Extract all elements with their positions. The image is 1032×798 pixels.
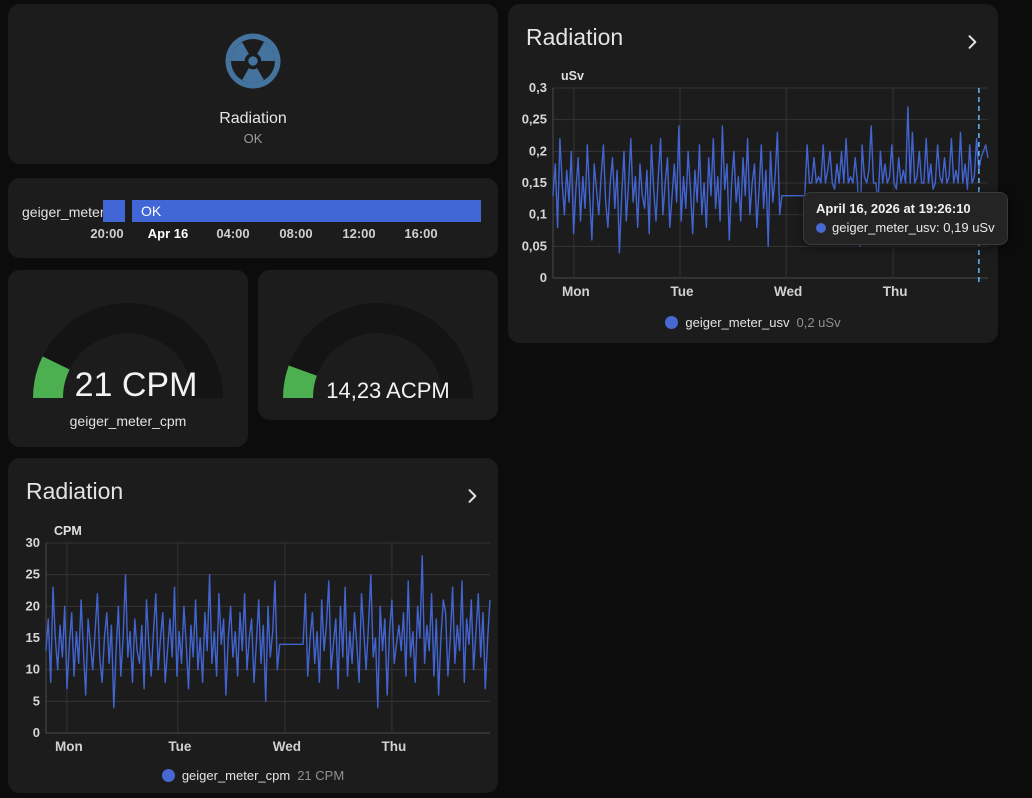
svg-text:0,05: 0,05 [522, 238, 547, 253]
chart-title: Radiation [526, 24, 624, 50]
legend-dot [665, 316, 679, 329]
chart-svg: 0 0,05 0,1 0,15 0,2 0,25 0,3 Mon Tue Wed Thu uSv [522, 69, 989, 299]
svg-text:25: 25 [26, 567, 40, 582]
svg-text:0,25: 0,25 [522, 112, 547, 127]
svg-text:Mon: Mon [55, 739, 83, 754]
chart-svg: 0 5 10 15 20 25 30 Mon Tue Wed Thu CPM [26, 524, 491, 754]
svg-text:0: 0 [540, 270, 547, 285]
radiation-entity-card[interactable]: Radiation OK [8, 4, 498, 164]
radiation-usv-chart-card[interactable]: Radiation 0 0,05 0,1 0,15 0,2 0,25 0,3 Mon Tue We… [508, 4, 1008, 343]
timeline-state-label: OK [141, 203, 162, 219]
gauge-fill [32, 356, 70, 399]
timeline-segment[interactable]: OK [132, 200, 481, 222]
gauge-track [283, 303, 473, 399]
legend-series-name[interactable]: geiger_meter_cpm [181, 768, 291, 783]
svg-text:CPM: CPM [54, 524, 82, 538]
timeline-tick-label: 16:00 [404, 226, 438, 241]
gauge-card-acpm[interactable]: 14,23 ACPM [258, 270, 498, 420]
gauge-value: 14,23 ACPM [326, 378, 450, 403]
chevron-right-icon[interactable] [962, 32, 982, 52]
legend-current-value: 0,2 uSv [796, 315, 841, 330]
svg-text:0,2: 0,2 [529, 143, 547, 158]
gauge-card-cpm[interactable]: 21 CPM geiger_meter_cpm [8, 270, 248, 447]
cpm-line-chart[interactable]: 0 5 10 15 20 25 30 Mon Tue Wed Thu CPM [8, 458, 498, 793]
entity-name: Radiation [219, 110, 287, 127]
svg-text:20: 20 [26, 598, 40, 613]
series-line-geiger_meter_cpm [45, 554, 491, 709]
timeline-tick-label: 04:00 [216, 226, 250, 241]
svg-text:10: 10 [26, 662, 40, 677]
timeline-tick-label: 08:00 [279, 226, 313, 241]
svg-text:15: 15 [26, 630, 40, 645]
gauge-value: 21 CPM [75, 366, 198, 404]
svg-text:Tue: Tue [671, 284, 694, 299]
gauge-acpm: 14,23 ACPM [282, 303, 473, 403]
svg-text:Tue: Tue [168, 739, 191, 754]
svg-text:5: 5 [33, 693, 40, 708]
svg-text:Mon: Mon [562, 284, 590, 299]
legend-dot [161, 769, 175, 782]
timeline-tick-label: 12:00 [342, 226, 376, 241]
svg-text:0,1: 0,1 [529, 207, 547, 222]
tooltip-series-dot [816, 222, 826, 233]
radiation-cpm-chart-card[interactable]: Radiation 0 5 10 15 20 25 30 Mon Tue Wed Thu CPM ge… [8, 458, 498, 793]
gauge-fill [282, 365, 318, 399]
series-line-geiger_meter_usv [552, 106, 989, 254]
legend-current-value: 21 CPM [297, 768, 345, 783]
radioactive-circle-icon [225, 33, 281, 89]
svg-text:0,15: 0,15 [522, 175, 547, 190]
timeline-entity-label: geiger_meter [22, 204, 105, 220]
svg-text:Thu: Thu [883, 284, 908, 299]
svg-text:Wed: Wed [273, 739, 301, 754]
svg-text:Wed: Wed [774, 284, 802, 299]
svg-text:Thu: Thu [382, 739, 407, 754]
svg-text:uSv: uSv [561, 69, 584, 83]
chevron-right-icon[interactable] [462, 486, 482, 506]
timeline-tick-label: 20:00 [90, 226, 124, 241]
gauge-cpm: 21 CPM [32, 303, 223, 404]
svg-text:0,3: 0,3 [529, 80, 547, 95]
timeline-bar[interactable]: OK [103, 200, 481, 222]
entity-state: OK [243, 131, 263, 146]
chart-title: Radiation [26, 478, 124, 504]
chart-tooltip: April 16, 2026 at 19:26:10 geiger_meter_… [803, 192, 1008, 245]
usv-line-chart[interactable]: 0 0,05 0,1 0,15 0,2 0,25 0,3 Mon Tue Wed Thu uSv [508, 4, 998, 343]
legend-series-name[interactable]: geiger_meter_usv [685, 315, 790, 330]
svg-text:0: 0 [33, 725, 40, 740]
gauge-entity-label: geiger_meter_cpm [69, 413, 187, 429]
gauge-track [33, 303, 223, 399]
timeline-tick-label: Apr 16 [147, 226, 189, 241]
timeline-segment[interactable] [125, 200, 132, 222]
svg-text:30: 30 [26, 535, 40, 550]
tooltip-value: geiger_meter_usv: 0,19 uSv [832, 220, 995, 235]
tooltip-timestamp: April 16, 2026 at 19:26:10 [816, 201, 971, 216]
history-timeline-card[interactable]: geiger_meter OK 20:00 Apr 16 04:00 08:00 12:… [8, 178, 498, 258]
timeline-segment[interactable] [103, 200, 125, 222]
